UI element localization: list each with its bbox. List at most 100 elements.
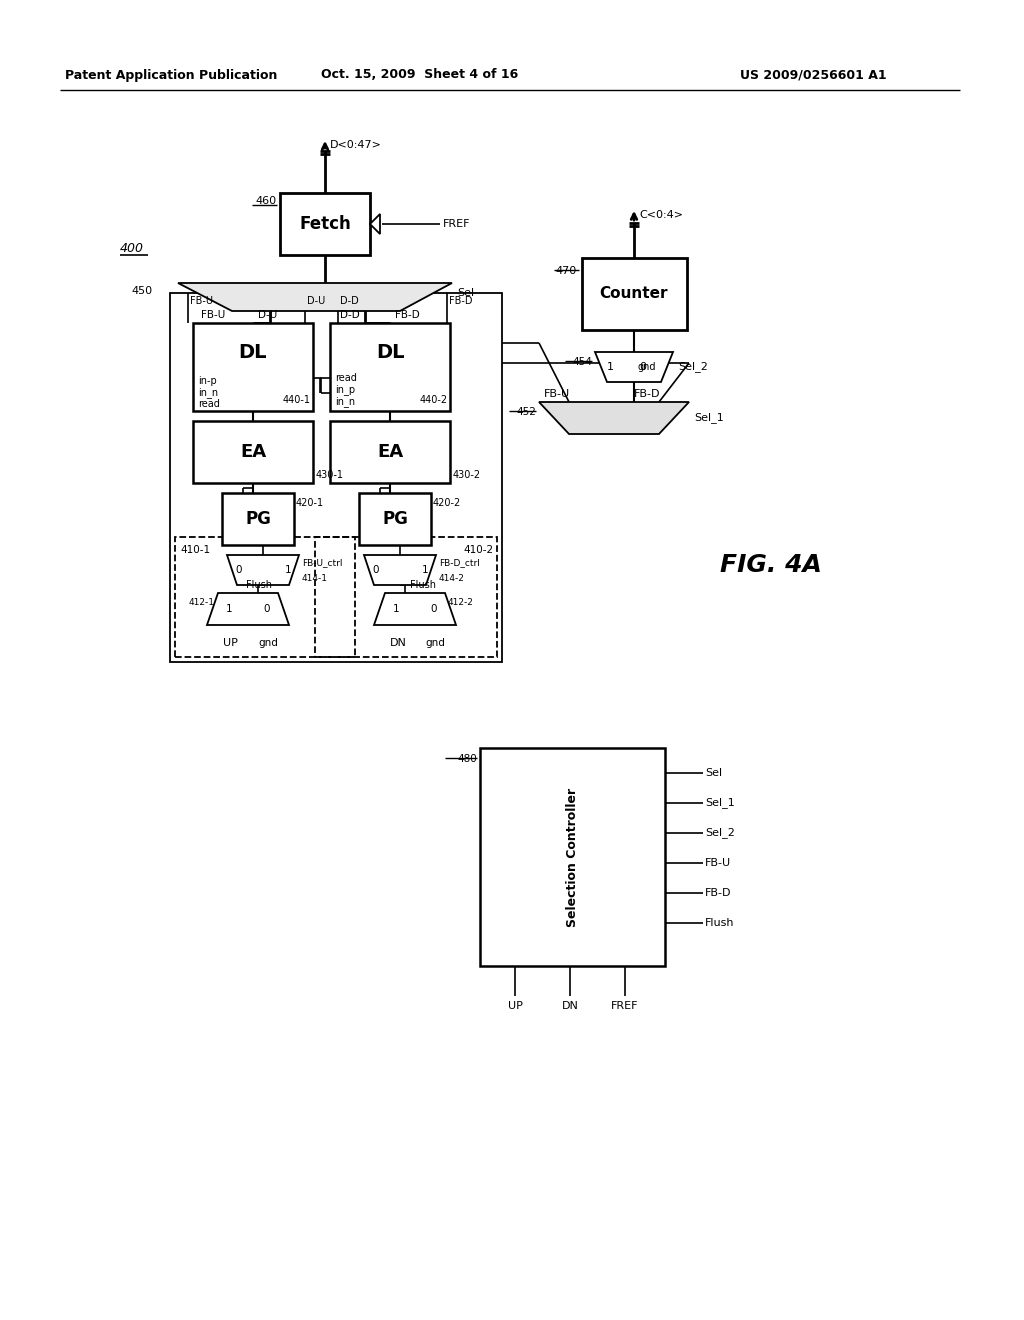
Text: 414-2: 414-2 <box>439 574 465 583</box>
Text: 450: 450 <box>132 286 153 296</box>
Text: PG: PG <box>382 510 408 528</box>
Polygon shape <box>370 214 380 234</box>
Bar <box>330 323 450 411</box>
Text: 420-1: 420-1 <box>296 498 325 508</box>
Text: FB-U: FB-U <box>201 310 225 319</box>
Text: 1: 1 <box>393 605 399 614</box>
Text: UP: UP <box>223 638 238 648</box>
Bar <box>280 193 370 255</box>
Text: D-D: D-D <box>340 310 359 319</box>
Bar <box>330 421 450 483</box>
Text: 440-1: 440-1 <box>283 395 311 405</box>
Text: 1: 1 <box>226 605 232 614</box>
Text: 460: 460 <box>256 195 278 206</box>
Text: Fetch: Fetch <box>299 215 351 234</box>
Text: 1: 1 <box>285 565 291 576</box>
Text: FB-D: FB-D <box>395 310 420 319</box>
Bar <box>222 492 294 545</box>
Text: 414-1: 414-1 <box>302 574 328 583</box>
Text: Flush: Flush <box>705 917 734 928</box>
Text: DN: DN <box>390 638 407 648</box>
Text: Flush: Flush <box>246 579 272 590</box>
Text: FB-U: FB-U <box>190 296 213 306</box>
Text: 0: 0 <box>234 565 242 576</box>
Text: 400: 400 <box>120 242 144 255</box>
Polygon shape <box>595 352 673 381</box>
Text: read: read <box>335 374 357 383</box>
Text: 452: 452 <box>516 407 536 417</box>
Text: Counter: Counter <box>600 286 669 301</box>
Text: 454: 454 <box>572 356 592 367</box>
Text: Selection Controller: Selection Controller <box>565 788 579 927</box>
Text: FB-D: FB-D <box>705 888 731 898</box>
Bar <box>315 537 497 657</box>
Bar <box>193 323 313 411</box>
Text: in_p: in_p <box>335 384 355 396</box>
Text: FIG. 4A: FIG. 4A <box>720 553 822 577</box>
Text: FREF: FREF <box>611 1001 639 1011</box>
Text: 412-2: 412-2 <box>449 598 474 607</box>
Text: FB-D: FB-D <box>634 389 660 399</box>
Text: FB-D_ctrl: FB-D_ctrl <box>439 558 480 568</box>
Text: gnd: gnd <box>637 362 655 372</box>
Text: D-U: D-U <box>307 296 326 306</box>
Text: Sel: Sel <box>705 768 722 777</box>
Text: 480: 480 <box>458 754 477 764</box>
Text: in_n: in_n <box>335 396 355 408</box>
Text: Sel: Sel <box>457 288 474 298</box>
Bar <box>175 537 355 657</box>
Text: D-D: D-D <box>340 296 358 306</box>
Text: in_n: in_n <box>198 388 218 399</box>
Text: 430-2: 430-2 <box>453 470 481 480</box>
Polygon shape <box>207 593 289 624</box>
Polygon shape <box>178 282 452 312</box>
Text: Oct. 15, 2009  Sheet 4 of 16: Oct. 15, 2009 Sheet 4 of 16 <box>322 69 518 82</box>
Text: EA: EA <box>240 444 266 461</box>
Text: Patent Application Publication: Patent Application Publication <box>65 69 278 82</box>
Text: 1: 1 <box>421 565 428 576</box>
Text: in-p: in-p <box>198 376 217 385</box>
Text: Sel_2: Sel_2 <box>705 828 735 838</box>
Text: 410-2: 410-2 <box>464 545 494 554</box>
Text: 412-1: 412-1 <box>189 598 215 607</box>
Text: FB-U_ctrl: FB-U_ctrl <box>302 558 342 568</box>
Text: 1: 1 <box>607 362 614 372</box>
Polygon shape <box>364 554 436 585</box>
Text: 0: 0 <box>639 362 646 372</box>
Text: 470: 470 <box>556 267 577 276</box>
Text: 410-1: 410-1 <box>180 545 210 554</box>
Text: EA: EA <box>377 444 403 461</box>
Bar <box>170 293 502 663</box>
Text: DL: DL <box>239 343 267 363</box>
Text: 430-1: 430-1 <box>316 470 344 480</box>
Polygon shape <box>374 593 456 624</box>
Text: Sel_2: Sel_2 <box>678 362 708 372</box>
Text: read: read <box>198 399 220 409</box>
Polygon shape <box>539 403 689 434</box>
Polygon shape <box>227 554 299 585</box>
Text: gnd: gnd <box>425 638 444 648</box>
Bar <box>480 748 665 966</box>
Text: 0: 0 <box>430 605 437 614</box>
Text: Flush: Flush <box>410 579 436 590</box>
Bar <box>582 257 687 330</box>
Text: Sel_1: Sel_1 <box>705 797 735 808</box>
Text: US 2009/0256601 A1: US 2009/0256601 A1 <box>740 69 887 82</box>
Text: 420-2: 420-2 <box>433 498 461 508</box>
Text: FREF: FREF <box>443 219 470 228</box>
Text: PG: PG <box>245 510 271 528</box>
Text: Sel_1: Sel_1 <box>694 413 724 424</box>
Text: FB-U: FB-U <box>705 858 731 869</box>
Text: D-U: D-U <box>258 310 278 319</box>
Text: 0: 0 <box>263 605 270 614</box>
Text: DN: DN <box>561 1001 579 1011</box>
Text: C<0:4>: C<0:4> <box>639 210 683 220</box>
Text: 440-2: 440-2 <box>420 395 449 405</box>
Bar <box>359 492 431 545</box>
Text: DL: DL <box>376 343 404 363</box>
Text: FB-D: FB-D <box>449 296 472 306</box>
Text: 0: 0 <box>372 565 379 576</box>
Bar <box>193 421 313 483</box>
Text: D<0:47>: D<0:47> <box>330 140 382 150</box>
Text: UP: UP <box>508 1001 522 1011</box>
